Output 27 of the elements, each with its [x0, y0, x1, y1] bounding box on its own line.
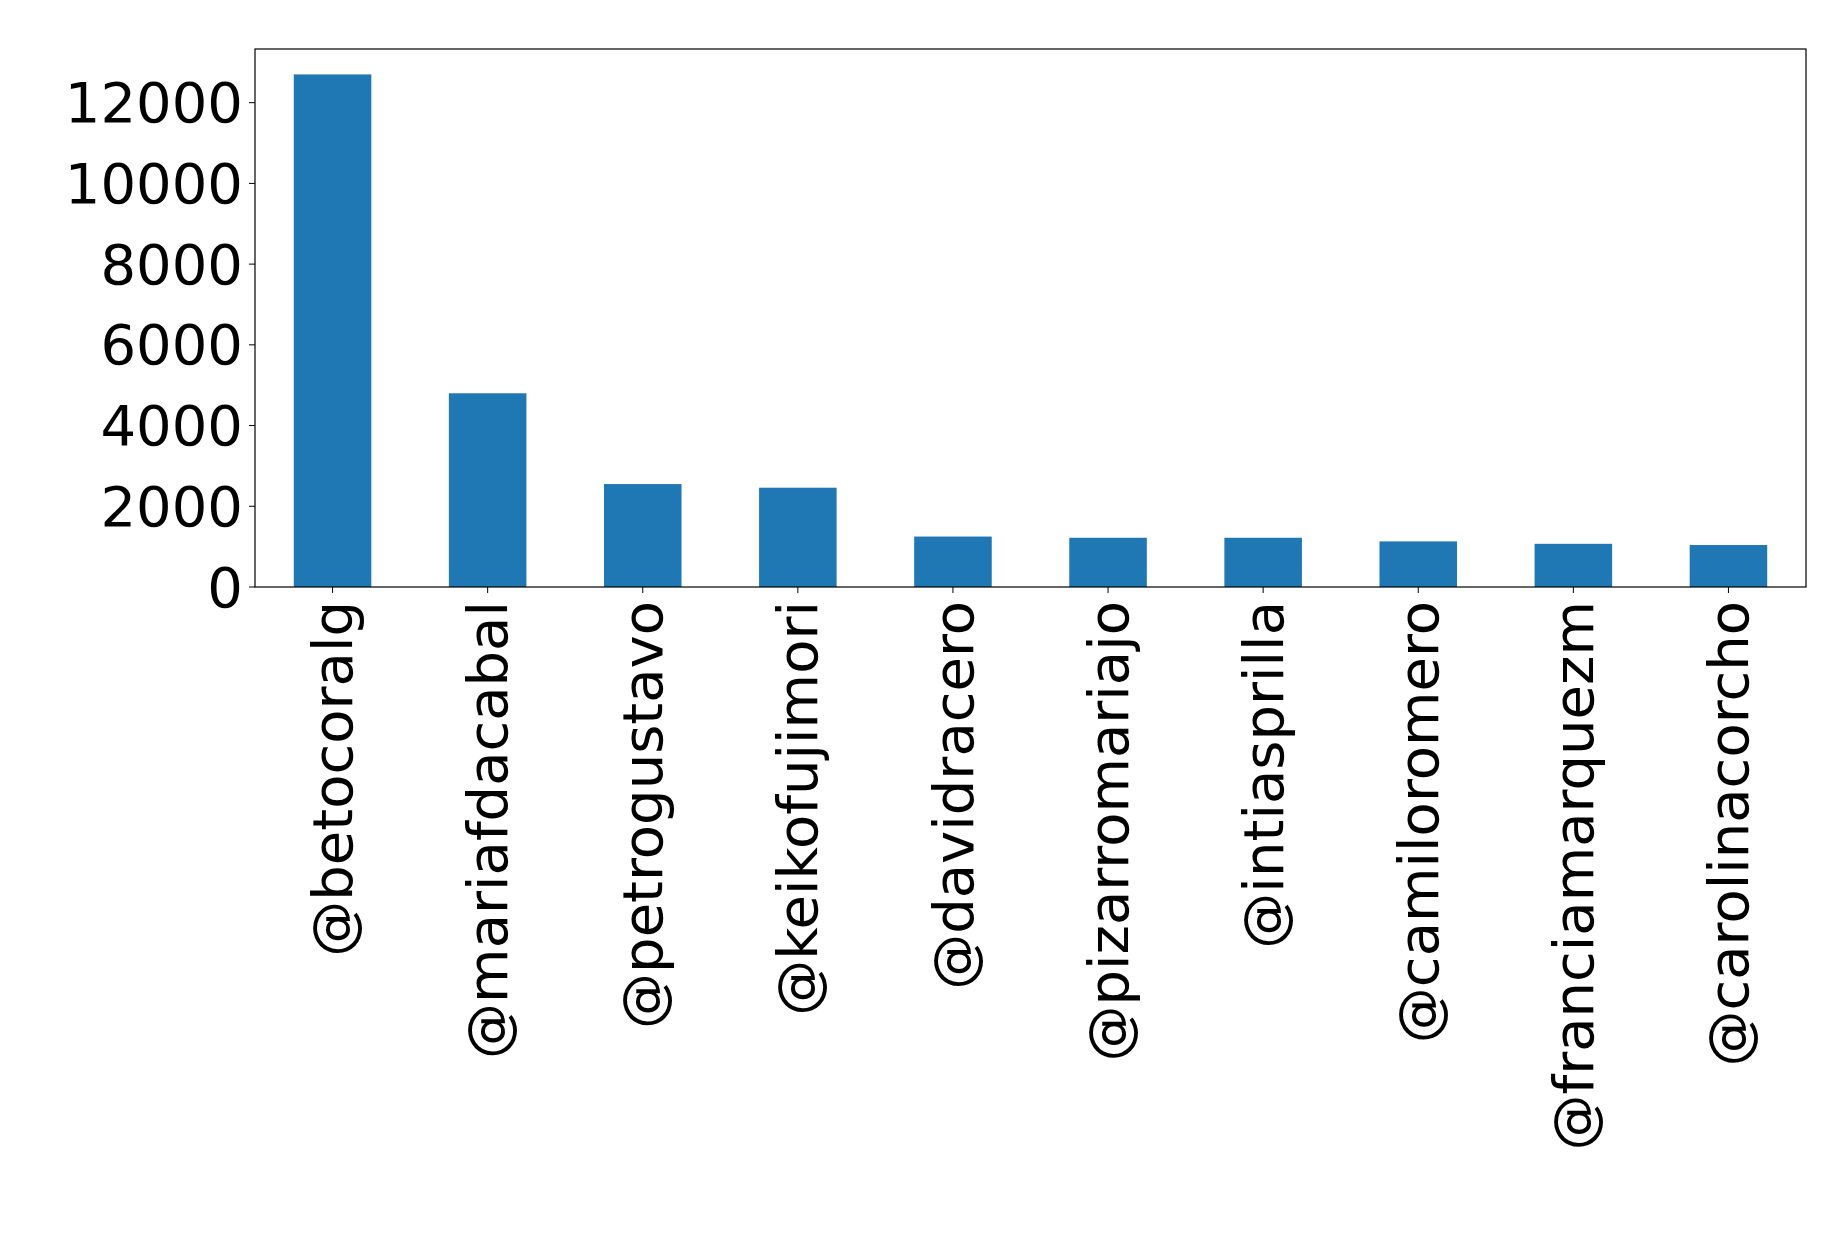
y-tick-label: 0: [207, 554, 243, 620]
bar: [1534, 543, 1613, 587]
x-tick-label: @keikofujimori: [765, 601, 831, 1016]
bar: [1379, 541, 1458, 587]
y-tick-label: 6000: [100, 312, 243, 378]
bar: [1689, 545, 1768, 587]
bar: [1224, 537, 1302, 587]
bar: [914, 536, 992, 587]
x-tick-label: @pizarromariajo: [1075, 601, 1141, 1062]
y-tick-label: 4000: [100, 393, 243, 459]
x-tick-label: @petrogustavo: [610, 601, 676, 1029]
bar: [759, 487, 837, 587]
x-tick-label: @carolinacorcho: [1696, 601, 1762, 1067]
bar: [448, 393, 527, 587]
y-tick-label: 8000: [100, 231, 243, 297]
y-tick-label: 12000: [64, 70, 243, 136]
x-tick-label: @davidracero: [920, 601, 986, 990]
bar: [603, 484, 682, 587]
bar: [293, 74, 372, 587]
x-tick-label: @intiasprilla: [1230, 601, 1296, 949]
x-tick-label: @betocoralg: [300, 601, 366, 957]
y-tick-label: 2000: [100, 473, 243, 539]
x-tick-label: @camiloromero: [1385, 601, 1451, 1044]
x-tick-label: @mariafdacabal: [455, 601, 521, 1059]
x-tick-label: @franciamarquezm: [1540, 601, 1606, 1151]
bar: [1069, 537, 1147, 587]
y-tick-label: 10000: [64, 151, 243, 216]
